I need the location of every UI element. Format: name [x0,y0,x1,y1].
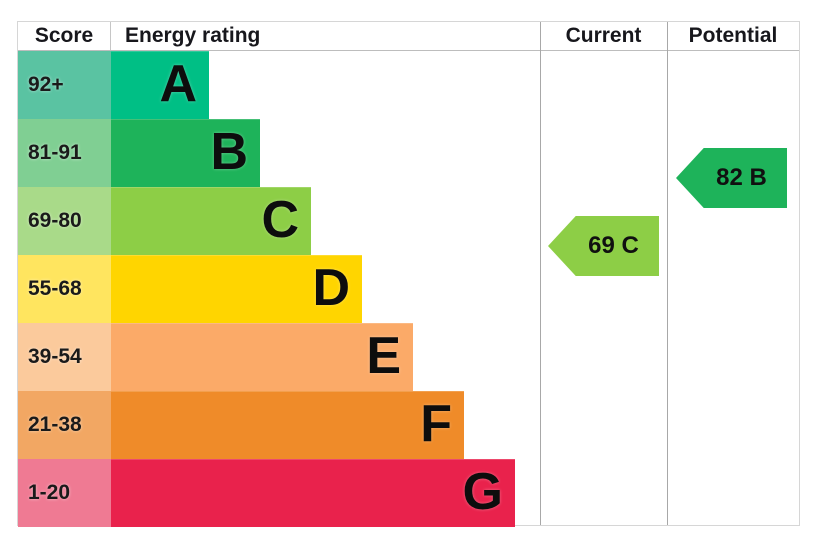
table-header-row: Score Energy rating Current Potential [18,22,799,51]
rating-bar-e: E [111,323,413,391]
potential-rating-label: 82 B [716,164,767,191]
band-rows: 92+ A 81-91 B 69-80 C 55-68 D 39-54 E 21-38 F 1-20 G [18,51,799,527]
rating-bar-g: G [111,459,515,527]
rating-bar-b: B [111,119,260,187]
potential-rating-arrow: 82 B [676,148,787,208]
score-range-b: 81-91 [18,119,111,187]
header-current: Current [565,24,642,47]
band-row-d: 55-68 D [18,255,799,323]
column-divider-current [540,22,541,525]
score-range-e: 39-54 [18,323,111,391]
score-range-a: 92+ [18,51,111,119]
band-row-g: 1-20 G [18,459,799,527]
energy-rating-table: Score Energy rating Current Potential 92… [17,21,800,527]
band-row-a: 92+ A [18,51,799,119]
score-range-f: 21-38 [18,391,111,459]
header-potential: Potential [688,24,778,47]
header-energy-rating: Energy rating [125,24,261,47]
rating-bar-c: C [111,187,311,255]
rating-bar-a: A [111,51,209,119]
column-divider-potential [667,22,668,525]
band-row-b: 81-91 B [18,119,799,187]
header-score: Score [18,22,111,50]
rating-bar-d: D [111,255,362,323]
score-range-c: 69-80 [18,187,111,255]
band-row-e: 39-54 E [18,323,799,391]
score-range-g: 1-20 [18,459,111,527]
current-rating-arrow: 69 C [548,216,659,276]
rating-bar-f: F [111,391,464,459]
score-range-d: 55-68 [18,255,111,323]
current-rating-label: 69 C [588,232,639,259]
band-row-f: 21-38 F [18,391,799,459]
band-row-c: 69-80 C [18,187,799,255]
